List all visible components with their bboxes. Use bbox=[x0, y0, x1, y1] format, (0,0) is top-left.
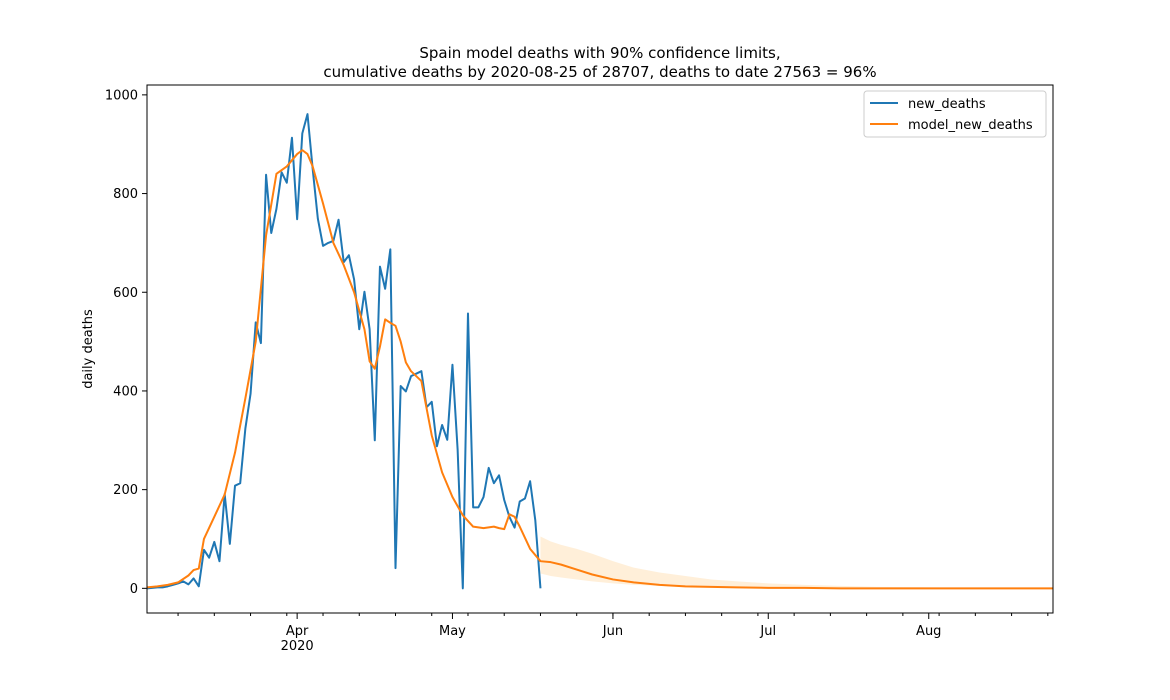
x-tick-sublabel: 2020 bbox=[281, 639, 314, 654]
series-line-model-new-deaths bbox=[146, 149, 1053, 590]
y-tick-label: 1000 bbox=[105, 88, 138, 103]
series-layer bbox=[146, 113, 1053, 590]
y-tick-label: 0 bbox=[130, 582, 138, 597]
x-tick-label: Apr bbox=[286, 624, 309, 639]
y-axis-label: daily deaths bbox=[81, 309, 96, 389]
chart-title-line2: cumulative deaths by 2020-08-25 of 28707… bbox=[323, 63, 876, 81]
y-tick-label: 600 bbox=[113, 286, 138, 301]
legend-label-new-deaths: new_deaths bbox=[908, 97, 986, 112]
x-tick-label: May bbox=[439, 624, 466, 639]
x-tick-label: Jul bbox=[759, 624, 776, 639]
y-tick-label: 200 bbox=[113, 483, 138, 498]
y-tick-label: 800 bbox=[113, 187, 138, 202]
legend: new_deaths model_new_deaths bbox=[863, 90, 1047, 138]
x-tick-label: Aug bbox=[916, 624, 941, 639]
confidence-band-90 bbox=[540, 536, 1053, 589]
plot-frame bbox=[146, 84, 1054, 614]
confidence-band-layer bbox=[540, 536, 1053, 589]
legend-box bbox=[863, 90, 1047, 138]
legend-label-model-new-deaths: model_new_deaths bbox=[908, 118, 1033, 133]
y-tick-label: 400 bbox=[113, 384, 138, 399]
chart-title-line1: Spain model deaths with 90% confidence l… bbox=[419, 44, 780, 62]
x-tick-label: Jun bbox=[602, 624, 623, 639]
series-line-new-deaths bbox=[146, 113, 542, 590]
